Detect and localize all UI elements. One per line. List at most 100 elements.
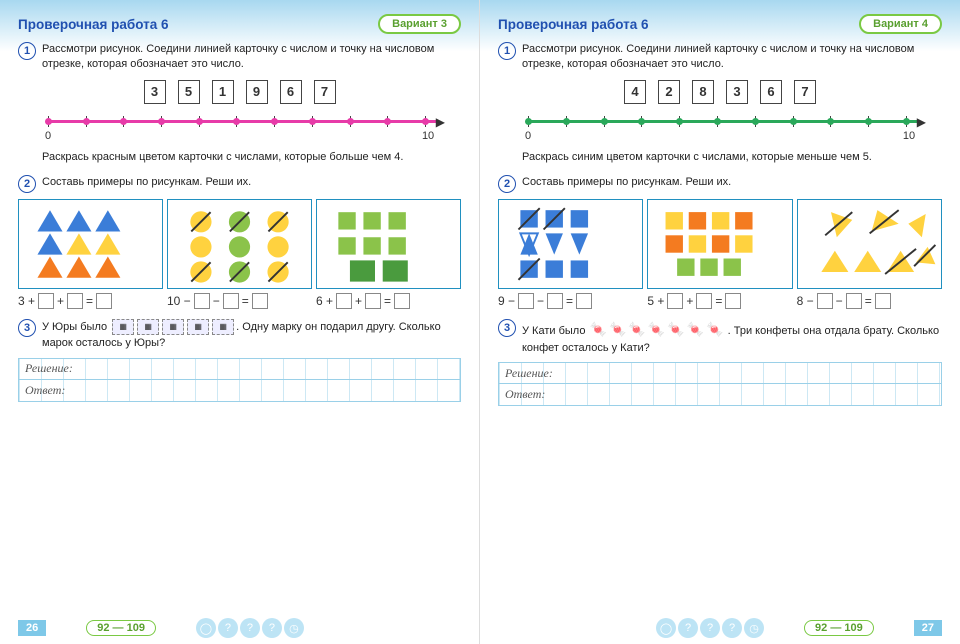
task-text: У Юры было ▦▦▦▦▦ . Одну марку он подарил… — [42, 319, 461, 352]
task-text: Рассмотри рисунок. Соедини линией карточ… — [42, 42, 461, 72]
balloon-icon: ◯ — [656, 618, 676, 638]
blank-box — [252, 293, 268, 309]
card: 5 — [178, 80, 200, 104]
eq-prefix: 8 − — [797, 294, 814, 308]
mixed-shapes-icon — [503, 204, 638, 284]
candy-icon: 🍬 — [667, 319, 684, 340]
task-number: 1 — [18, 42, 36, 60]
variant-badge: Вариант 4 — [859, 14, 942, 34]
footer: 26 92 — 109 ◯???◷ — [0, 618, 479, 638]
page-right: Проверочная работа 6 Вариант 4 1 Рассмот… — [480, 0, 960, 644]
stamp-icon: ▦ — [187, 319, 209, 335]
triangles-icon — [802, 204, 937, 284]
footer-icons: ◯???◷ — [196, 618, 304, 638]
card: 2 — [658, 80, 680, 104]
stamp-icon: ▦ — [137, 319, 159, 335]
blank-box — [394, 293, 410, 309]
card: 6 — [760, 80, 782, 104]
card: 7 — [314, 80, 336, 104]
page-title: Проверочная работа 6 — [18, 17, 169, 32]
shapes-row — [498, 199, 942, 289]
candy-icon: 🍬 — [609, 319, 626, 340]
range-badge: 92 — 109 — [86, 620, 156, 636]
stamp-icon: ▦ — [212, 319, 234, 335]
equation: 6 ++= — [316, 293, 461, 309]
blank-box — [365, 293, 381, 309]
eq-prefix: 5 + — [647, 294, 664, 308]
equation: 8 −−= — [797, 293, 942, 309]
page-number: 26 — [18, 620, 46, 636]
blank-box — [67, 293, 83, 309]
card: 7 — [794, 80, 816, 104]
card: 8 — [692, 80, 714, 104]
shapes-row — [18, 199, 461, 289]
t3-lead: У Юры было — [42, 321, 107, 333]
task-number: 2 — [498, 175, 516, 193]
task-text: Составь примеры по рисункам. Реши их. — [522, 175, 731, 190]
blank-box — [725, 293, 741, 309]
equation: 10 −−= — [167, 293, 312, 309]
line-track — [48, 120, 437, 123]
candy-icon: 🍬 — [628, 319, 645, 340]
blank-box — [576, 293, 592, 309]
task-1: 1 Рассмотри рисунок. Соедини линией карт… — [498, 42, 942, 165]
task-3: 3 У Юры было ▦▦▦▦▦ . Одну марку он подар… — [18, 319, 461, 402]
number-cards: 4 2 8 3 6 7 — [498, 80, 942, 104]
answer-area: Решение: Ответ: — [18, 358, 461, 402]
question-icon: ? — [722, 618, 742, 638]
eq-prefix: 3 + — [18, 294, 35, 308]
candy-icon: 🍬 — [648, 319, 665, 340]
range-badge: 92 — 109 — [804, 620, 874, 636]
card: 3 — [726, 80, 748, 104]
arrow-icon: ▶ — [436, 115, 445, 129]
blank-box — [875, 293, 891, 309]
header: Проверочная работа 6 Вариант 3 — [18, 14, 461, 34]
circles-icon — [172, 204, 307, 284]
number-line: ▶ 0 10 — [48, 110, 449, 146]
shape-box-3 — [797, 199, 942, 289]
line-end: 10 — [422, 130, 434, 142]
header: Проверочная работа 6 Вариант 4 — [498, 14, 942, 34]
card: 4 — [624, 80, 646, 104]
stamp-icon: ▦ — [162, 319, 184, 335]
clock-icon: ◷ — [744, 618, 764, 638]
task-number: 2 — [18, 175, 36, 193]
page-title: Проверочная работа 6 — [498, 17, 649, 32]
answer-row: Ответ: — [18, 380, 461, 402]
line-end: 10 — [903, 130, 915, 142]
equations: 3 ++= 10 −−= 6 ++= — [18, 293, 461, 309]
blank-box — [817, 293, 833, 309]
line-start: 0 — [525, 130, 531, 142]
clock-icon: ◷ — [284, 618, 304, 638]
task-text: Составь примеры по рисункам. Реши их. — [42, 175, 251, 190]
line-track — [528, 120, 918, 123]
card: 3 — [144, 80, 166, 104]
task-number: 1 — [498, 42, 516, 60]
answer-row: Ответ: — [498, 384, 942, 406]
task-subtext: Раскрась красным цветом карточки с числа… — [42, 150, 461, 165]
squares-icon — [652, 204, 787, 284]
arrow-icon: ▶ — [917, 115, 926, 129]
task-number: 3 — [18, 319, 36, 337]
question-icon: ? — [678, 618, 698, 638]
task-text: Рассмотри рисунок. Соедини линией карточ… — [522, 42, 942, 72]
page-left: Проверочная работа 6 Вариант 3 1 Рассмот… — [0, 0, 480, 644]
balloon-icon: ◯ — [196, 618, 216, 638]
blank-box — [194, 293, 210, 309]
blank-box — [38, 293, 54, 309]
line-start: 0 — [45, 130, 51, 142]
answer-area: Решение: Ответ: — [498, 362, 942, 406]
blank-box — [336, 293, 352, 309]
blank-box — [518, 293, 534, 309]
t3-rest: Три конфеты она отдала брату. Сколько ко… — [522, 325, 939, 354]
candy-icon: 🍬 — [590, 319, 607, 340]
eq-prefix: 9 − — [498, 294, 515, 308]
question-icon: ? — [240, 618, 260, 638]
candy-icon: 🍬 — [706, 319, 723, 340]
task-subtext: Раскрась синим цветом карточки с числами… — [522, 150, 942, 165]
shape-box-1 — [18, 199, 163, 289]
footer: ◯???◷ 92 — 109 27 — [480, 618, 960, 638]
t3-lead: У Кати было — [522, 325, 585, 337]
blank-box — [223, 293, 239, 309]
squares-icon — [321, 204, 456, 284]
